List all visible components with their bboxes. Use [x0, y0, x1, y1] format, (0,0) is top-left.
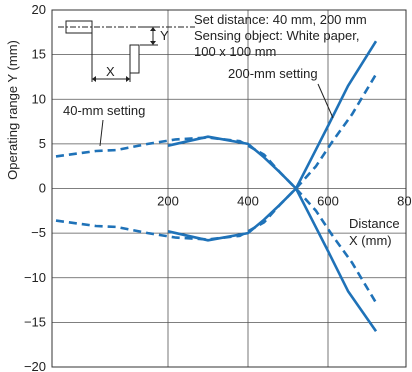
note-line-2: Sensing object: White paper, [194, 28, 360, 43]
y-tick-label-10: 10 [32, 91, 46, 106]
inset-object [129, 44, 140, 74]
y-tick-label--5: −5 [31, 225, 46, 240]
annotation-200mm-setting: 200-mm setting [228, 66, 318, 81]
annotation-200mm-leader [317, 83, 334, 119]
y-tick-label-20: 20 [32, 2, 46, 17]
y-axis-ticks: 20 15 10 5 0 −5 −10 −15 −20 [24, 2, 46, 372]
plot-frame [51, 9, 407, 368]
x-tick-label-600: 600 [317, 194, 339, 209]
note-line-3: 100 x 100 mm [194, 44, 276, 59]
inset-x-arrow-left [92, 76, 96, 82]
note-line-1: Set distance: 40 mm, 200 mm [194, 12, 367, 27]
series-group [55, 40, 378, 333]
inset-x-arrow-right [126, 76, 130, 82]
annotation-40mm-setting: 40-mm setting [63, 103, 145, 118]
x-tick-label-400: 400 [237, 194, 259, 209]
inset-y-arrow-top [150, 27, 156, 31]
y-tick-label-15: 15 [32, 47, 46, 62]
inset-y-arrow-bottom [150, 41, 156, 45]
y-tick-label--10: −10 [24, 270, 46, 285]
y-axis-label: Operating range Y (mm) [5, 40, 20, 180]
annotation-40mm-leader [99, 119, 104, 147]
x-axis-label-line2: X (mm) [349, 233, 392, 248]
setup-inset [58, 20, 195, 82]
series-line-dashed-upper [55, 73, 378, 190]
inset-y-label: Y [160, 28, 169, 43]
x-axis-ticks: 200 400 600 800 [157, 194, 412, 209]
y-tick-label-0: 0 [39, 181, 46, 196]
x-tick-label-200: 200 [157, 194, 179, 209]
y-tick-label-5: 5 [39, 136, 46, 151]
y-tick-label--15: −15 [24, 314, 46, 329]
x-axis-label-line1: Distance [349, 216, 400, 231]
series-line-dashed-lower [55, 187, 378, 304]
y-tick-label--20: −20 [24, 359, 46, 372]
inset-x-label: X [106, 64, 115, 79]
x-tick-label-800: 800 [397, 194, 412, 209]
